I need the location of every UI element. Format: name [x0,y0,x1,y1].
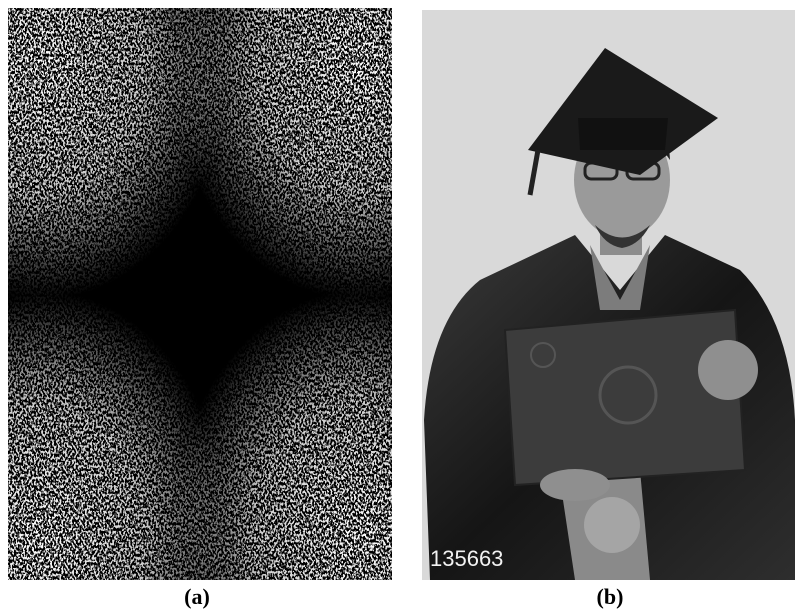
watermark: 135663 [430,546,503,571]
panel-label: (a) [184,584,210,609]
panel-b-image: 135663 [422,10,795,580]
figure: 135663 (a) (b) [0,0,795,614]
panel-a-image [8,8,392,580]
panel-label: (b) [597,584,624,609]
